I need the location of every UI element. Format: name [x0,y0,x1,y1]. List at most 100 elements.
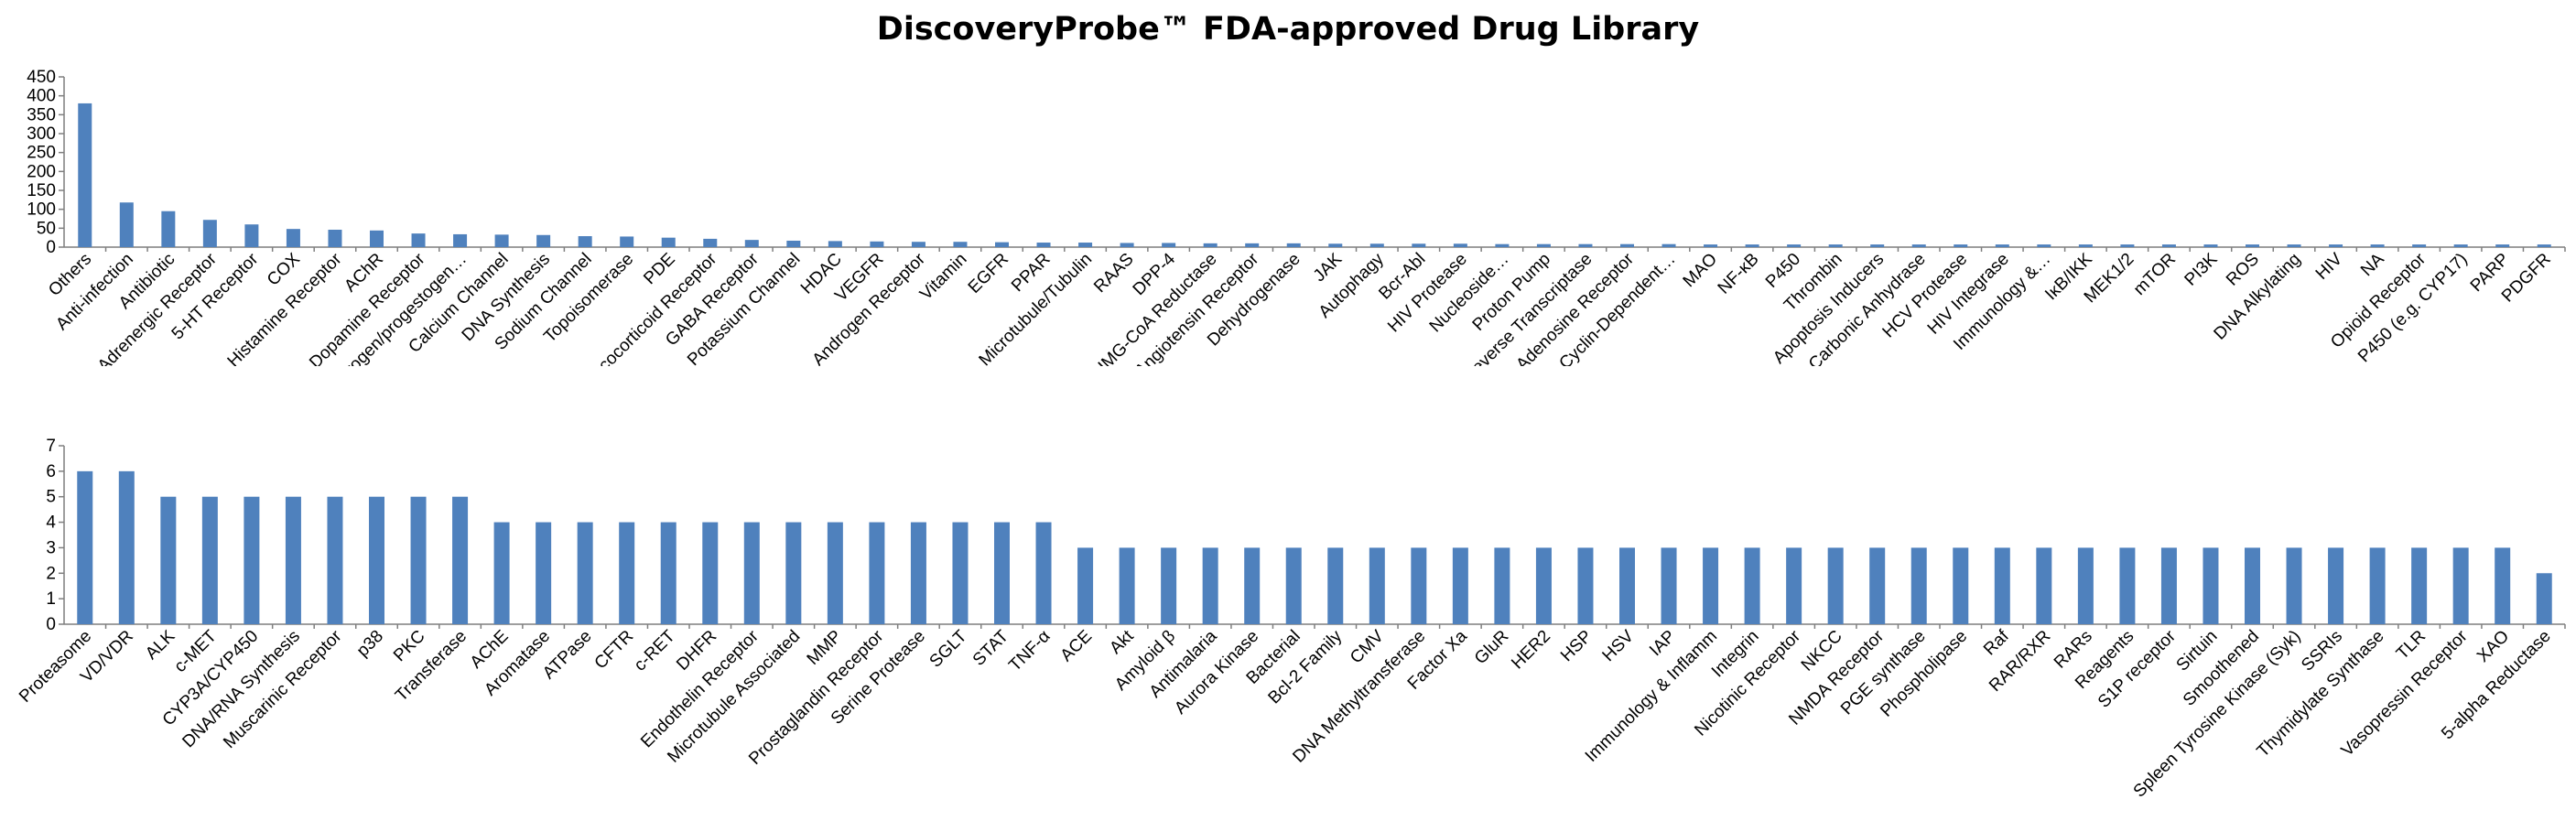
y-tick-label: 3 [46,538,56,557]
bar [493,522,510,624]
x-category-label: IAP [1646,627,1680,661]
x-category-label: Raf [1980,626,2013,659]
x-category-label: c-RET [631,626,679,675]
y-tick-label: 250 [27,144,56,163]
x-category-label: ACE [1057,627,1096,665]
bar [1786,547,1802,624]
bar [1327,547,1344,624]
y-tick-label: 0 [46,238,56,257]
y-tick-label: 350 [27,105,56,124]
bar [1162,243,1176,247]
bar [1994,547,2010,624]
bar [1369,243,1384,247]
bar [328,229,342,247]
x-category-label: Akt [1106,626,1138,658]
y-tick-label: 6 [46,462,56,481]
bar [1245,243,1260,247]
top-bar-chart: 050100150200250300350400450OthersAnti-in… [27,68,2566,366]
bar [1869,547,1886,624]
bar [1578,243,1593,247]
bar [161,211,176,247]
bar [160,496,177,624]
x-category-label: HSV [1599,626,1639,665]
bar [2495,547,2511,624]
bar [1078,243,1093,247]
bar [1120,243,1134,247]
x-category-label: HER2 [1508,627,1554,674]
bar [1285,547,1302,624]
bar [744,240,759,247]
bar [119,202,134,247]
bar [1161,547,1177,624]
bar [1494,547,1510,624]
bar [2246,244,2259,247]
bar [1828,244,1843,247]
bar [2453,244,2468,247]
bar [1661,243,1676,247]
bar [2037,244,2051,247]
bar [286,229,300,247]
bar [2161,244,2176,247]
y-tick-label: 150 [27,181,56,200]
bar [1954,244,1968,247]
bar [1910,547,1927,624]
x-category-label: HIV [2312,249,2346,283]
bar [702,522,719,624]
bar [786,240,801,247]
x-category-label: EGFR [965,250,1012,297]
bar [2245,547,2260,624]
bar [995,242,1009,247]
bar [2078,244,2093,247]
bar [1744,547,1760,624]
x-category-label: SGLT [926,626,971,671]
bar [1244,547,1261,624]
bar [619,522,635,624]
bar [285,496,301,624]
bar [1619,547,1635,624]
bar [1995,244,2009,247]
bar [201,496,218,624]
bar [453,233,468,247]
x-category-label: p38 [353,627,387,661]
bar [703,238,718,247]
y-tick-label: 1 [46,589,56,609]
bar [577,522,593,624]
bar [2370,244,2385,247]
bar [1411,547,1427,624]
x-category-label: Vitamin [916,250,970,304]
bar [1035,522,1052,624]
bar [1704,244,1718,247]
y-tick-label: 50 [37,219,56,238]
x-category-label: ALK [142,626,179,663]
bar [2077,547,2094,624]
bar [1119,547,1135,624]
x-category-label: RAAS [1090,250,1137,297]
bar [2287,244,2301,247]
bar [620,236,634,247]
bar [2036,547,2052,624]
x-category-label: NA [2357,249,2388,280]
bar [2411,547,2428,624]
bar [77,470,93,624]
x-category-label: GluR [1471,627,1512,668]
bar [202,220,217,247]
x-category-label: TNF-α [1005,627,1054,675]
y-tick-label: 7 [46,437,56,456]
bar [994,522,1010,624]
chart-title: DiscoveryProbe™ FDA-approved Drug Librar… [876,11,1700,48]
bar [411,233,426,247]
bar [1827,547,1844,624]
bar [410,496,427,624]
bar [2412,244,2427,247]
x-category-label: TLR [2393,627,2430,664]
bar [369,496,384,624]
x-category-label: PI3K [2181,249,2222,289]
bar [1495,243,1510,247]
bar [1286,243,1301,247]
bar [2119,547,2136,624]
bar [661,237,676,247]
bar [953,242,968,247]
bar [1202,547,1218,624]
bar [1911,244,1926,247]
y-tick-label: 400 [27,87,56,106]
